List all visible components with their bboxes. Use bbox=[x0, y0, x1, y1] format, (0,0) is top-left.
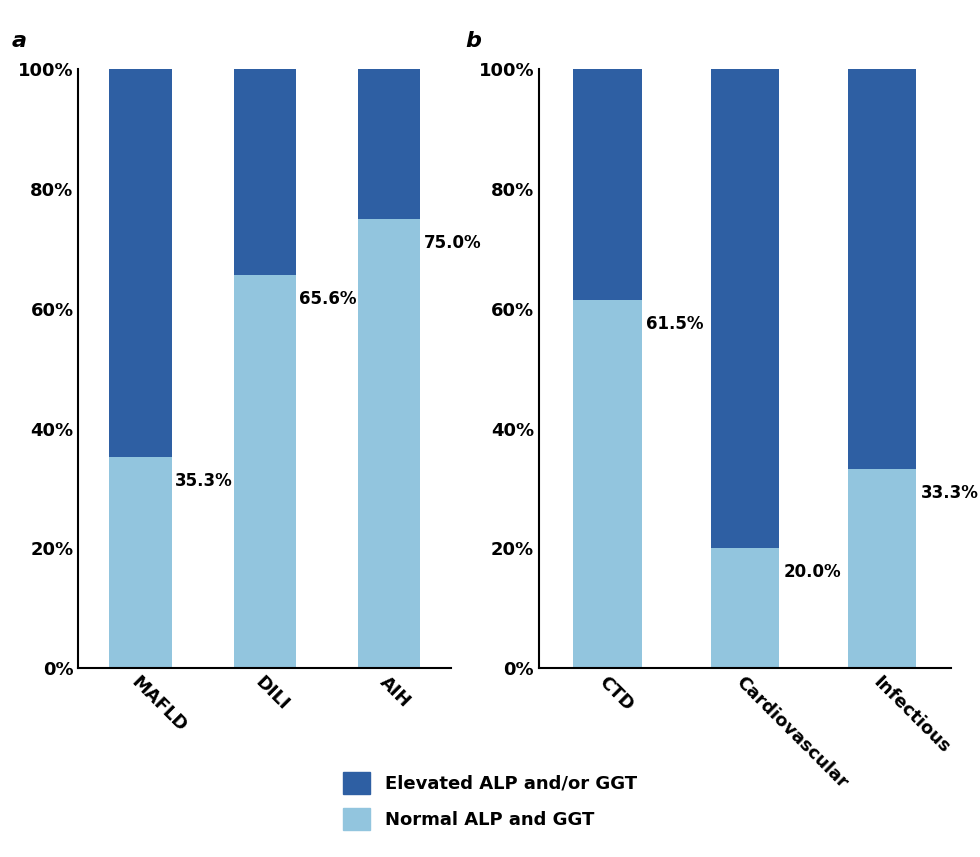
Bar bbox=[573, 69, 642, 300]
Bar bbox=[358, 69, 419, 219]
Text: a: a bbox=[12, 31, 26, 51]
Bar bbox=[848, 69, 916, 469]
Bar bbox=[233, 275, 296, 668]
Text: b: b bbox=[465, 31, 481, 51]
Bar bbox=[573, 300, 642, 668]
Bar bbox=[110, 457, 172, 668]
Bar bbox=[358, 219, 419, 668]
Bar bbox=[110, 69, 172, 457]
Bar bbox=[848, 469, 916, 668]
Text: 35.3%: 35.3% bbox=[175, 471, 233, 489]
Bar bbox=[233, 69, 296, 275]
Text: 75.0%: 75.0% bbox=[423, 233, 481, 252]
Text: 65.6%: 65.6% bbox=[299, 290, 357, 308]
Text: 61.5%: 61.5% bbox=[646, 315, 704, 333]
Text: 33.3%: 33.3% bbox=[920, 483, 978, 501]
Legend: Elevated ALP and/or GGT, Normal ALP and GGT: Elevated ALP and/or GGT, Normal ALP and … bbox=[334, 763, 646, 839]
Text: 20.0%: 20.0% bbox=[783, 563, 841, 582]
Bar bbox=[710, 69, 779, 548]
Bar bbox=[710, 548, 779, 668]
